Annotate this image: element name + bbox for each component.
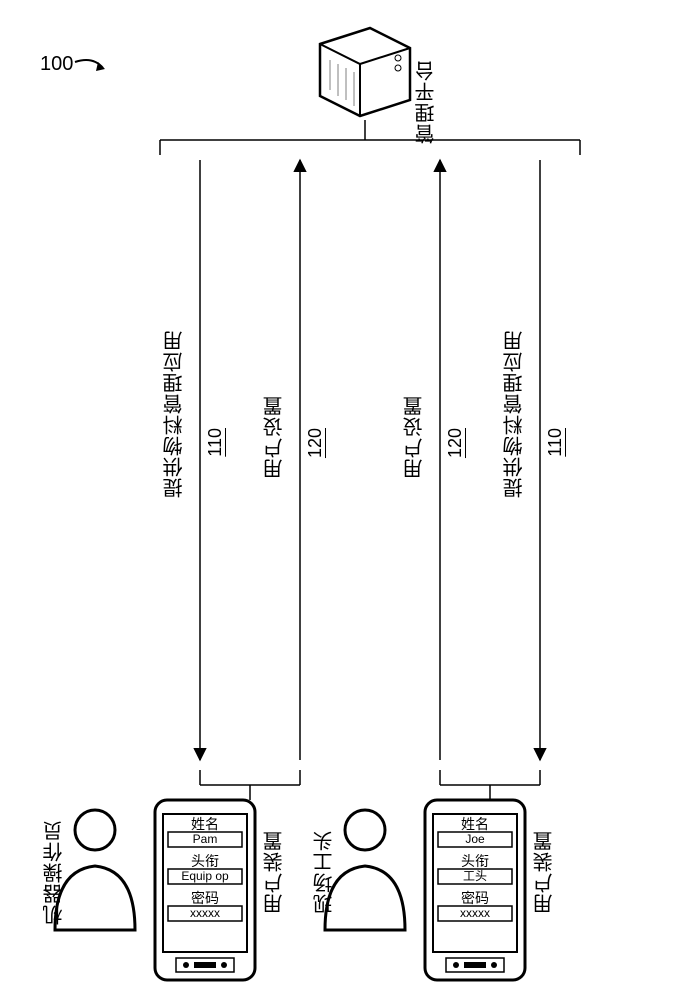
bracket-left	[200, 770, 300, 800]
figure-id: 100	[40, 53, 73, 75]
field-label-2-1: 头衔	[461, 853, 489, 869]
device-label-2: 用户装置	[530, 830, 556, 914]
field-label-2-2: 密码	[461, 890, 489, 906]
flow-ref-3: 120	[445, 428, 465, 458]
device-label-1: 用户装置	[260, 830, 286, 914]
field-value-2-2: xxxxx	[460, 906, 490, 920]
flow-label-3: 用户设置	[400, 395, 426, 479]
server-label: 管理平台	[412, 60, 442, 180]
field-label-1-0: 姓名	[191, 816, 219, 832]
user-role-2: 现场工头	[310, 830, 338, 914]
flow-ref-2: 120	[305, 428, 325, 458]
flow-label-4: 提供物料管理应用	[500, 330, 526, 498]
user-role-1: 机器操作员	[40, 820, 68, 925]
flow-ref-1: 110	[205, 428, 225, 457]
flow-label-2: 用户设置	[260, 395, 286, 479]
field-label-1-1: 头衔	[191, 853, 219, 869]
field-value-2-0: Joe	[465, 832, 485, 846]
field-label-1-2: 密码	[191, 890, 219, 906]
flow-ref-4: 110	[545, 428, 565, 457]
field-value-1-1: Equip op	[181, 869, 229, 883]
field-value-1-2: xxxxx	[190, 906, 220, 920]
bracket-right	[440, 770, 540, 800]
field-value-2-1: 工头	[463, 869, 487, 883]
field-value-1-0: Pam	[193, 832, 218, 846]
flow-label-1: 提供物料管理应用	[160, 330, 186, 498]
phone-icon-2: 姓名 Joe 头衔 工头 密码 xxxxx	[425, 800, 525, 980]
server-icon	[320, 28, 410, 116]
field-label-2-0: 姓名	[461, 816, 489, 832]
server-bracket	[160, 120, 580, 155]
phone-icon-1: 姓名 Pam 头衔 Equip op 密码 xxxxx	[155, 800, 255, 980]
